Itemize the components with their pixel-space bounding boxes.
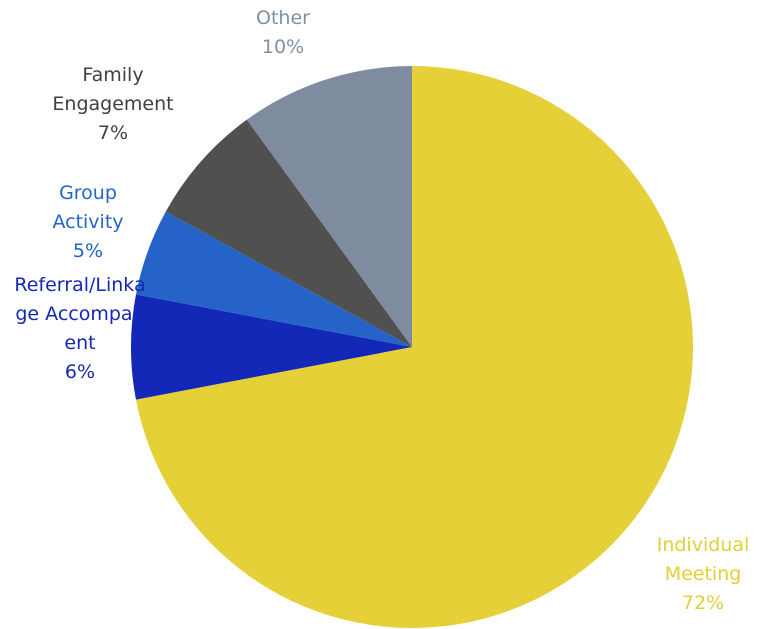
slice-label: Other 10% — [223, 4, 343, 62]
pie-slice — [135, 211, 412, 347]
pie-slice — [165, 119, 412, 347]
category-name: Family Engagement — [52, 64, 174, 115]
slice-label: Group Activity 5% — [33, 179, 143, 266]
category-name: Referral/Linkage Accompanent — [14, 274, 146, 354]
category-name: Individual Meeting — [656, 534, 750, 585]
slice-label: Individual Meeting 72% — [638, 531, 761, 618]
slice-label: Referral/Linkage Accompanent 6% — [10, 271, 150, 387]
pie-slice — [131, 294, 412, 400]
value-label: 10% — [261, 36, 305, 58]
value-label: 7% — [97, 122, 129, 144]
pie-slice — [135, 66, 693, 628]
category-name: Other — [256, 7, 310, 29]
value-label: 5% — [72, 240, 104, 262]
pie-slice — [246, 66, 412, 347]
value-label: 72% — [681, 592, 725, 614]
value-label: 6% — [64, 361, 96, 383]
slice-label: Family Engagement 7% — [33, 61, 193, 148]
category-name: Group Activity — [52, 182, 124, 233]
